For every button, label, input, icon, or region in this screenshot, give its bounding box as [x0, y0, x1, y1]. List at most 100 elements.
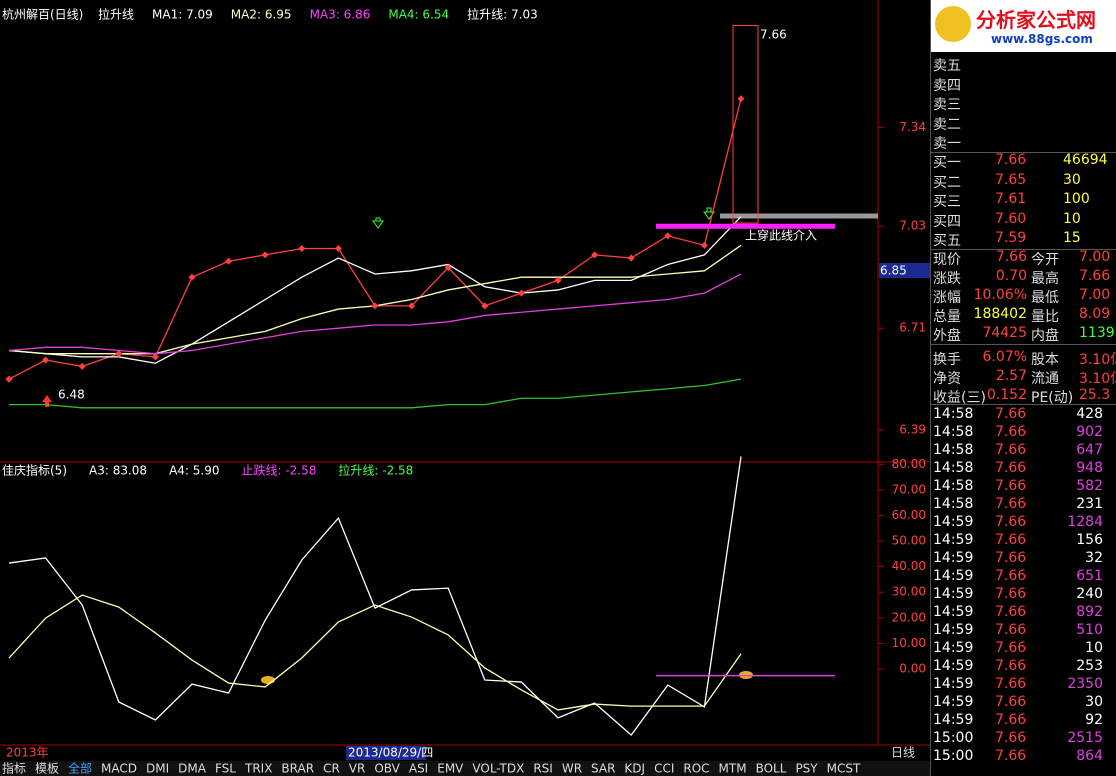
- stat-label: 现价: [933, 252, 961, 268]
- tab[interactable]: PSY: [795, 762, 818, 776]
- series-dot: [298, 244, 306, 253]
- series-dot: [334, 244, 342, 253]
- logo-url: www.88gs.com: [991, 32, 1093, 46]
- buy-volume: 15: [1063, 230, 1081, 246]
- tick-time: 14:59: [933, 694, 974, 710]
- series-line: [8, 456, 742, 736]
- y-tick-label: 0.00: [899, 662, 926, 676]
- tab[interactable]: BRAR: [281, 762, 314, 776]
- stat-label: 收益(三): [933, 390, 986, 406]
- tick-price: 7.66: [995, 442, 1027, 458]
- current-box: [879, 263, 930, 278]
- tab[interactable]: DMI: [146, 762, 169, 776]
- series-dot: [591, 251, 599, 259]
- buy-volume: 10: [1063, 210, 1081, 227]
- tick-time: 14:59: [933, 676, 974, 692]
- buy-volume: 46694: [1063, 152, 1108, 168]
- tab[interactable]: FSL: [215, 762, 236, 776]
- tab[interactable]: KDJ: [624, 762, 645, 776]
- annotation: 7.66: [760, 28, 787, 42]
- stat-label: 总量: [933, 309, 961, 325]
- y-tick-label: 7.03: [899, 219, 926, 233]
- tab[interactable]: WR: [562, 762, 582, 776]
- stat-label: 净资: [933, 371, 961, 387]
- tick-price: 7.66: [995, 550, 1027, 566]
- buy-price: 7.59: [995, 230, 1027, 246]
- stat-value: 2.57: [995, 368, 1027, 384]
- buy-price: 7.61: [995, 191, 1027, 207]
- indicator-item: 拉升线: -2.58: [338, 463, 413, 478]
- series-line: [9, 378, 742, 409]
- indicator-item: 止跌线: -2.58: [241, 463, 316, 478]
- series-dot: [5, 375, 13, 383]
- tab[interactable]: 指标: [2, 761, 26, 776]
- tab[interactable]: OBV: [374, 762, 400, 776]
- series-dot: [261, 251, 269, 259]
- tab[interactable]: CCI: [654, 762, 674, 776]
- tab[interactable]: 全部: [68, 761, 92, 776]
- annotation: 6.48: [58, 388, 85, 402]
- sep: [931, 344, 1116, 345]
- tab[interactable]: ROC: [683, 762, 709, 776]
- sell-label: 卖五: [933, 58, 961, 74]
- sell-label: 卖二: [933, 116, 961, 133]
- tick-time: 15:00: [933, 748, 974, 764]
- tick-time: 14:58: [933, 496, 974, 512]
- y-tick-label: 40.00: [892, 559, 926, 573]
- tick-time: 14:59: [933, 532, 974, 548]
- tab[interactable]: MCST: [827, 762, 861, 776]
- logo: 分析家公式网 www.88gs.com: [931, 0, 1116, 52]
- tick-volume: 240: [1076, 586, 1103, 602]
- stat-value: 8.09: [1079, 306, 1111, 322]
- tick-time: 14:59: [933, 640, 974, 656]
- series-dot: [517, 289, 525, 297]
- tab[interactable]: DMA: [178, 762, 207, 776]
- y-tick-label: 80.00: [892, 457, 926, 471]
- stat-label: 最高: [1031, 271, 1059, 287]
- tab[interactable]: CR: [323, 762, 340, 776]
- stat-label: 涨跌: [933, 271, 961, 287]
- tab[interactable]: VOL-TDX: [472, 762, 524, 776]
- y-tick-label: 20.00: [892, 610, 926, 624]
- tab[interactable]: 模板: [35, 762, 59, 776]
- signal-icon: [261, 676, 275, 684]
- tick-price: 7.66: [995, 694, 1027, 710]
- tick-time: 14:59: [933, 568, 974, 584]
- tab[interactable]: SAR: [591, 762, 615, 776]
- stat-label: 涨幅: [933, 290, 961, 306]
- series-line: [8, 216, 742, 364]
- stat-value: 7.00: [1079, 287, 1111, 303]
- series-dot: [481, 302, 489, 310]
- tick-time: 14:59: [933, 658, 974, 674]
- tick-price: 7.66: [995, 460, 1027, 476]
- tab[interactable]: EMV: [437, 762, 464, 776]
- tab[interactable]: MTM: [719, 762, 747, 776]
- tick-price: 7.66: [995, 640, 1027, 656]
- tab[interactable]: ASI: [409, 762, 428, 776]
- up-arrow: [42, 395, 52, 407]
- tab[interactable]: RSI: [533, 762, 553, 776]
- buy-price: 7.65: [995, 171, 1027, 188]
- tab[interactable]: MACD: [101, 762, 137, 776]
- tick-time: 14:58: [933, 406, 974, 422]
- tick-time: 14:59: [933, 622, 974, 638]
- sep: [931, 249, 1116, 250]
- y-tick-label: 7.34: [899, 120, 926, 134]
- tick-volume: 156: [1076, 532, 1103, 548]
- series-dot: [737, 95, 745, 103]
- series-dot: [78, 362, 86, 370]
- indicator-item: A4: 5.90: [169, 464, 219, 478]
- tab[interactable]: VR: [349, 762, 366, 776]
- stat-value: 188402: [973, 306, 1027, 322]
- logo-title: 分析家公式网: [976, 8, 1096, 32]
- series-dot: [115, 350, 123, 358]
- buy-price: 7.66: [995, 152, 1027, 168]
- quote-panel: 分析家公式网 www.88gs.com 卖五 卖四 卖三 卖二 卖一 买一 7.66 4669…: [930, 0, 1116, 776]
- tab[interactable]: BOLL: [756, 762, 787, 776]
- stat-value: 7.00: [1079, 249, 1111, 265]
- y-tick-label: 60.00: [892, 508, 926, 522]
- tick-price: 7.66: [995, 676, 1027, 692]
- tab[interactable]: TRIX: [244, 762, 272, 776]
- tick-volume: 1284: [1067, 514, 1103, 530]
- tick-price: 7.66: [995, 604, 1027, 620]
